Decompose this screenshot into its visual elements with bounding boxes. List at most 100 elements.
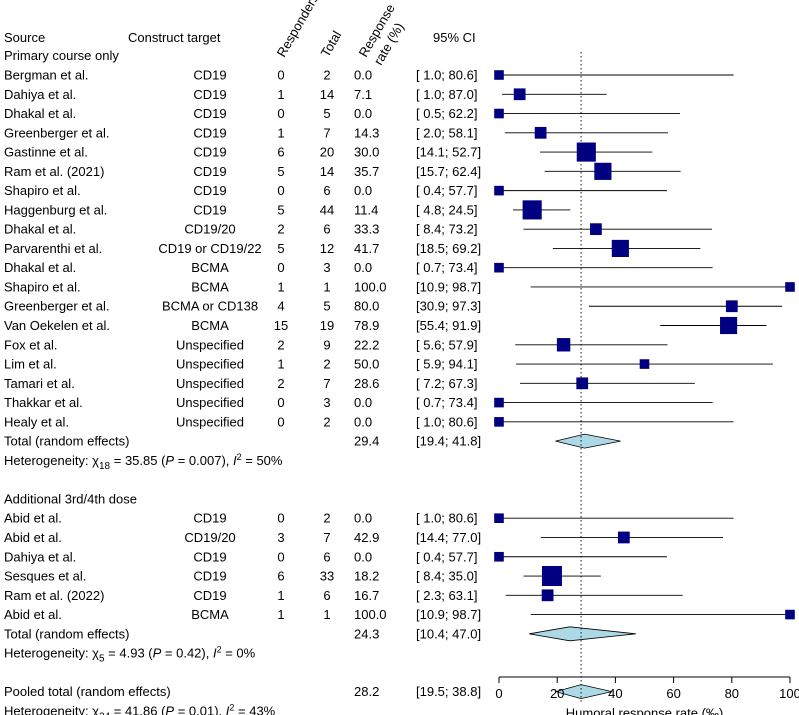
study-rate: 0.0 bbox=[354, 511, 372, 526]
study-ci: [14.1; 52.7] bbox=[416, 145, 481, 160]
study-target: CD19 bbox=[193, 183, 226, 198]
study-ci: [ 1.0; 80.6] bbox=[416, 414, 477, 429]
study-square bbox=[576, 142, 596, 162]
study-total: 12 bbox=[320, 241, 334, 256]
study-responders: 3 bbox=[277, 530, 284, 545]
study-ci: [18.5; 69.2] bbox=[416, 241, 481, 256]
header-ci: 95% CI bbox=[433, 30, 476, 45]
pooled-rate: 28.2 bbox=[354, 684, 379, 699]
study-target: BCMA bbox=[191, 260, 229, 275]
study-target: CD19 bbox=[193, 511, 226, 526]
study-source: Bergman et al. bbox=[4, 68, 89, 83]
x-axis-title: Humoral response rate (‰) bbox=[566, 706, 724, 715]
study-square bbox=[494, 70, 504, 80]
study-target: CD19 bbox=[193, 549, 226, 564]
study-rate: 30.0 bbox=[354, 145, 379, 160]
study-ci: [ 0.7; 73.4] bbox=[416, 260, 477, 275]
study-rate: 16.7 bbox=[354, 588, 379, 603]
study-total: 6 bbox=[323, 549, 330, 564]
study-rate: 0.0 bbox=[354, 395, 372, 410]
study-responders: 1 bbox=[277, 125, 284, 140]
pooled-diamond bbox=[554, 684, 612, 700]
header-source: Source bbox=[4, 30, 45, 45]
summary-diamond bbox=[529, 626, 636, 642]
pooled-ci: [19.5; 38.8] bbox=[416, 684, 481, 699]
study-responders: 2 bbox=[277, 222, 284, 237]
study-responders: 0 bbox=[277, 260, 284, 275]
study-ci: [15.7; 62.4] bbox=[416, 164, 481, 179]
study-source: Dhakal et al. bbox=[4, 260, 76, 275]
study-source: Abid et al. bbox=[4, 511, 62, 526]
study-square bbox=[494, 551, 504, 562]
study-responders: 0 bbox=[277, 183, 284, 198]
study-source: Dahiya et al. bbox=[4, 549, 76, 564]
study-total: 5 bbox=[323, 299, 330, 314]
study-ci: [ 0.5; 62.2] bbox=[416, 106, 477, 121]
study-square bbox=[556, 338, 571, 352]
study-responders: 2 bbox=[277, 376, 284, 391]
study-square bbox=[494, 397, 504, 408]
study-source: Greenberger et al. bbox=[4, 125, 110, 140]
study-rate: 33.3 bbox=[354, 222, 379, 237]
study-responders: 0 bbox=[277, 511, 284, 526]
study-source: Van Oekelen et al. bbox=[4, 318, 110, 333]
study-target: BCMA bbox=[191, 318, 229, 333]
study-total: 6 bbox=[323, 183, 330, 198]
heterogeneity-text: Heterogeneity: χ18 = 35.85 (P = 0.007), … bbox=[4, 452, 283, 472]
study-responders: 1 bbox=[277, 588, 284, 603]
study-ci: [30.9; 97.3] bbox=[416, 299, 481, 314]
study-total: 14 bbox=[320, 164, 334, 179]
study-rate: 14.3 bbox=[354, 125, 379, 140]
study-source: Dhakal et al. bbox=[4, 222, 76, 237]
study-rate: 100.0 bbox=[354, 279, 387, 294]
study-total: 2 bbox=[323, 511, 330, 526]
study-rate: 11.4 bbox=[354, 202, 378, 217]
study-responders: 6 bbox=[277, 145, 284, 160]
study-source: Sesques et al. bbox=[4, 569, 86, 584]
study-responders: 0 bbox=[277, 414, 284, 429]
study-source: Ram et al. (2021) bbox=[4, 164, 104, 179]
study-rate: 35.7 bbox=[354, 164, 379, 179]
study-ci: [ 7.2; 67.3] bbox=[416, 376, 477, 391]
study-responders: 1 bbox=[277, 357, 284, 372]
study-ci: [ 0.4; 57.7] bbox=[416, 183, 477, 198]
study-square bbox=[617, 531, 630, 544]
study-source: Tamari et al. bbox=[4, 376, 75, 391]
study-source: Shapiro et al. bbox=[4, 183, 81, 198]
study-target: Unspecified bbox=[176, 395, 244, 410]
study-rate: 0.0 bbox=[354, 183, 372, 198]
study-rate: 80.0 bbox=[354, 299, 379, 314]
study-square bbox=[513, 88, 526, 101]
x-tick-label: 20 bbox=[550, 686, 564, 701]
study-ci: [10.9; 98.7] bbox=[416, 279, 481, 294]
study-total: 2 bbox=[323, 414, 330, 429]
study-source: Abid et al. bbox=[4, 607, 62, 622]
study-target: CD19 bbox=[193, 145, 226, 160]
study-square bbox=[590, 223, 602, 236]
x-tick-label: 0 bbox=[495, 686, 502, 701]
study-total: 44 bbox=[320, 202, 334, 217]
group-title: Additional 3rd/4th dose bbox=[4, 491, 137, 506]
study-square bbox=[720, 316, 738, 335]
study-total: 5 bbox=[323, 106, 330, 121]
study-total: 7 bbox=[323, 530, 330, 545]
study-responders: 5 bbox=[277, 164, 284, 179]
study-ci: [ 5.9; 94.1] bbox=[416, 357, 477, 372]
study-rate: 78.9 bbox=[354, 318, 379, 333]
study-source: Parvarenthi et al. bbox=[4, 241, 102, 256]
study-total: 14 bbox=[320, 87, 334, 102]
summary-diamond bbox=[555, 433, 621, 449]
study-target: BCMA or CD138 bbox=[162, 299, 258, 314]
study-source: Healy et al. bbox=[4, 414, 69, 429]
study-square bbox=[594, 162, 612, 180]
study-target: CD19 bbox=[193, 588, 226, 603]
group-title: Primary course only bbox=[4, 48, 119, 63]
study-ci: [ 1.0; 80.6] bbox=[416, 511, 477, 526]
pooled-label: Pooled total (random effects) bbox=[4, 684, 171, 699]
study-ci: [ 2.0; 58.1] bbox=[416, 125, 477, 140]
study-target: CD19 bbox=[193, 87, 226, 102]
study-rate: 41.7 bbox=[354, 241, 379, 256]
study-rate: 0.0 bbox=[354, 68, 372, 83]
study-rate: 22.2 bbox=[354, 337, 379, 352]
summary-ci: [10.4; 47.0] bbox=[416, 626, 481, 641]
